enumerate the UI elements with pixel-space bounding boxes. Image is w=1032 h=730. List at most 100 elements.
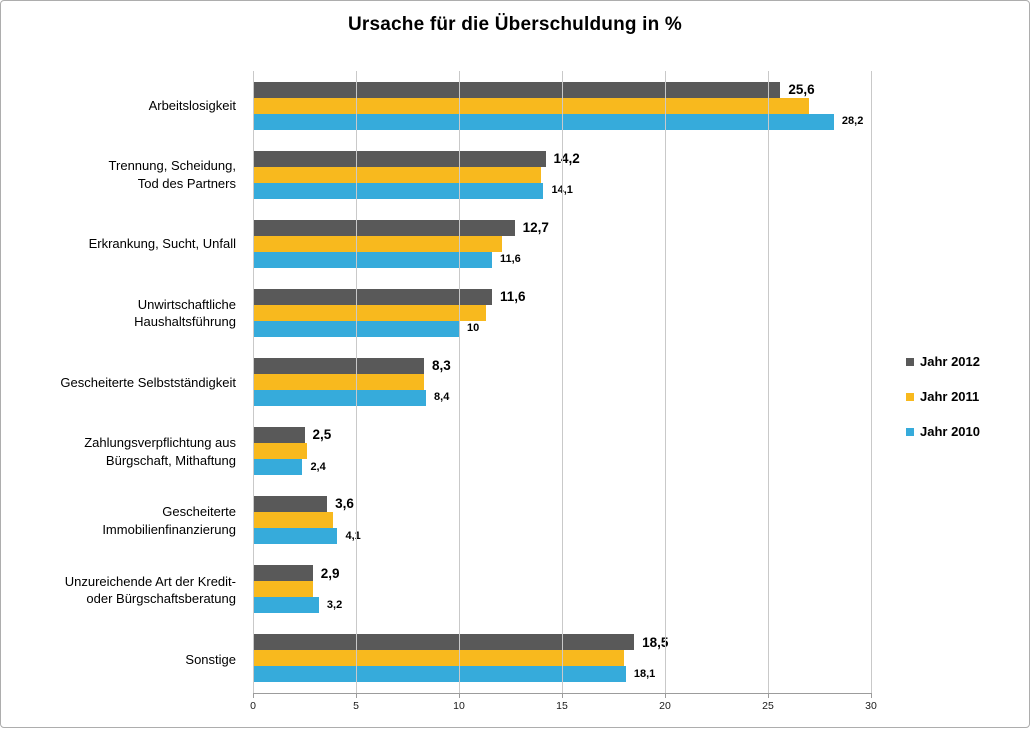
chart-row: 2,9 3,2 <box>253 555 871 624</box>
legend-item-jahr-2011: Jahr 2011 <box>906 389 980 404</box>
bar-jahr-2011 <box>253 581 313 598</box>
value-label: 11,6 <box>499 253 521 266</box>
value-label: 18,5 <box>642 634 669 650</box>
x-tick-label: 20 <box>659 700 671 712</box>
value-label: 4,1 <box>345 529 361 542</box>
bar-line <box>253 235 871 252</box>
value-label: 8,3 <box>431 358 451 374</box>
value-label: 2,9 <box>320 565 340 581</box>
category-label: Sonstige <box>185 651 236 667</box>
plot-area: 25,628,214,214,112,711,611,6108,38,42,52… <box>253 71 872 698</box>
bar-line <box>253 581 871 598</box>
chart-row: 3,6 4,1 <box>253 486 871 555</box>
chart-row: 12,7 11,6 <box>253 209 871 278</box>
bar-jahr-2010 <box>253 528 338 545</box>
bar-jahr-2011 <box>253 235 503 252</box>
value-label: 11,6 <box>499 289 526 305</box>
bar-line: 8,4 <box>253 389 871 406</box>
bar-jahr-2011 <box>253 166 542 183</box>
gridline <box>562 71 563 693</box>
x-tick-label: 0 <box>250 700 256 712</box>
axis-tick <box>665 693 666 698</box>
bar-jahr-2012 <box>253 150 546 167</box>
axis-tick <box>562 693 563 698</box>
gridline <box>768 71 769 693</box>
bar-line: 11,6 <box>253 288 871 305</box>
bar-jahr-2010 <box>253 251 492 268</box>
axis-tick <box>356 693 357 698</box>
bar-line: 12,7 <box>253 219 871 236</box>
chart-row: 8,3 8,4 <box>253 347 871 416</box>
category-label: Gescheiterte Immobilienfinanzierung <box>102 504 236 537</box>
gridline <box>665 71 666 693</box>
chart-title: Ursache für die Überschuldung in % <box>347 14 683 35</box>
category-label: Unwirtschaftliche Haushaltsführung <box>134 296 236 330</box>
bar-line: 28,2 <box>253 113 871 130</box>
category-label: Zahlungsverpflichtung aus Bürgschaft, Mi… <box>84 435 236 468</box>
value-label: 18,1 <box>633 667 656 680</box>
legend: Jahr 2012 Jahr 2011 Jahr 2010 <box>906 354 980 439</box>
bar-line <box>253 650 871 667</box>
axis-tick <box>871 693 872 698</box>
bar-jahr-2010 <box>253 182 544 199</box>
bar-line: 14,2 <box>253 150 871 167</box>
value-label: 8,4 <box>434 391 450 404</box>
axis-tick <box>768 693 769 698</box>
legend-swatch-2012-icon <box>906 357 914 366</box>
bar-jahr-2010 <box>253 113 834 130</box>
bar-jahr-2012 <box>253 219 515 236</box>
value-label: 2,4 <box>310 460 326 473</box>
x-tick-label: 10 <box>453 700 465 712</box>
bar-jahr-2010 <box>253 389 427 406</box>
value-label: 28,2 <box>841 115 864 128</box>
bar-jahr-2012 <box>253 427 305 444</box>
category-label: Trennung, Scheidung, Tod des Partners <box>108 158 236 191</box>
category-label: Erkrankung, Sucht, Unfall <box>88 236 236 252</box>
bar-jahr-2012 <box>253 634 635 651</box>
gridline <box>253 71 254 693</box>
x-tick-label: 30 <box>865 700 877 712</box>
x-tick-label: 25 <box>762 700 774 712</box>
bar-line <box>253 97 871 114</box>
bar-jahr-2012 <box>253 288 492 305</box>
x-tick-label: 5 <box>353 700 359 712</box>
bar-line <box>253 373 871 390</box>
legend-label-2012: Jahr 2012 <box>920 354 980 369</box>
bar-jahr-2012 <box>253 81 781 98</box>
bar-line <box>253 166 871 183</box>
bar-jahr-2010 <box>253 459 303 476</box>
category-label: Arbeitslosigkeit <box>148 97 236 113</box>
bar-jahr-2012 <box>253 565 313 582</box>
chart-row: 18,5 18,1 <box>253 624 871 693</box>
value-label: 12,7 <box>522 220 549 236</box>
bar-jahr-2010 <box>253 666 626 683</box>
bar-jahr-2010 <box>253 597 319 614</box>
legend-label-2011: Jahr 2011 <box>920 389 980 404</box>
bar-line: 11,6 <box>253 251 871 268</box>
bar-line: 25,6 <box>253 81 871 98</box>
bar-line: 2,5 <box>253 427 871 444</box>
bar-line: 3,2 <box>253 597 871 614</box>
bar-line: 8,3 <box>253 357 871 374</box>
bar-jahr-2011 <box>253 650 624 667</box>
legend-label-2010: Jahr 2010 <box>920 424 980 439</box>
category-axis-labels: Arbeitslosigkeit Trennung, Scheidung, Tod… <box>5 71 245 694</box>
category-label: Gescheiterte Selbstständigkeit <box>60 374 236 390</box>
gridline <box>356 71 357 693</box>
bar-line: 3,6 <box>253 496 871 513</box>
bar-line: 18,1 <box>253 666 871 683</box>
bar-jahr-2012 <box>253 357 424 374</box>
value-label: 3,6 <box>335 496 354 512</box>
bar-jahr-2011 <box>253 304 486 321</box>
x-tick-label: 15 <box>556 700 568 712</box>
value-label: 14,2 <box>553 150 580 166</box>
value-label: 2,5 <box>312 427 332 443</box>
bar-line: 2,9 <box>253 565 871 582</box>
legend-item-jahr-2012: Jahr 2012 <box>906 354 980 369</box>
bar-line <box>253 512 871 529</box>
legend-item-jahr-2010: Jahr 2010 <box>906 424 980 439</box>
axis-tick <box>253 693 254 698</box>
category-label: Unzureichende Art der Kredit- oder Bürgs… <box>64 573 236 607</box>
bar-jahr-2011 <box>253 443 307 460</box>
legend-swatch-2010-icon <box>906 427 914 436</box>
